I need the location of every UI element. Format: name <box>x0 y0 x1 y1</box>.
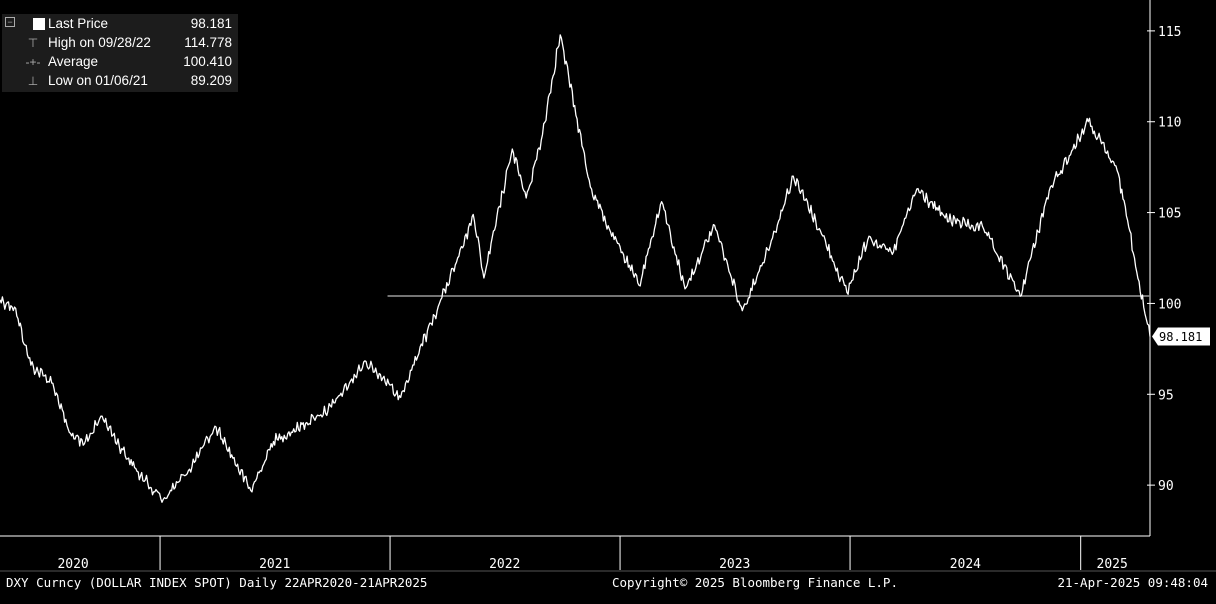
legend-row-high: ⊤ High on 09/28/22 114.778 <box>2 34 238 52</box>
last-price-marker: 98.181 <box>1152 327 1210 346</box>
x-tick-label: 2023 <box>719 557 750 572</box>
footer-timestamp: 21-Apr-2025 09:48:04 <box>1057 575 1208 590</box>
average-marker-icon: -+- <box>25 55 41 69</box>
y-tick-label: 100 <box>1158 297 1181 312</box>
legend-low-label: Low on 01/06/21 <box>48 73 148 88</box>
y-tick-label: 105 <box>1158 207 1181 222</box>
x-tick-label: 2021 <box>259 557 290 572</box>
y-tick-label: 115 <box>1158 25 1181 40</box>
x-axis: 2020 2021 2022 2023 2024 2025 <box>57 536 1128 572</box>
last-price-box <box>1152 327 1210 346</box>
legend-last-value: 98.181 <box>190 16 232 31</box>
last-price-value: 98.181 <box>1159 330 1202 344</box>
x-tick-label: 2025 <box>1097 557 1128 572</box>
axes <box>0 0 1216 572</box>
x-tick-label: 2020 <box>57 557 88 572</box>
y-ticks: 90 95 100 105 110 115 <box>1147 25 1181 494</box>
x-tick-label: 2022 <box>489 557 520 572</box>
legend-row-last: Last Price 98.181 <box>2 15 238 33</box>
footer-ticker: DXY Curncy (DOLLAR INDEX SPOT) Daily 22A… <box>6 575 428 590</box>
y-tick-label: 110 <box>1158 116 1181 131</box>
legend-average-value: 100.410 <box>183 54 232 69</box>
low-marker-icon: ⊥ <box>27 74 39 88</box>
footer-copyright: Copyright© 2025 Bloomberg Finance L.P. <box>612 575 898 590</box>
y-tick-label: 95 <box>1158 388 1174 403</box>
high-marker-icon: ⊤ <box>27 36 39 50</box>
legend-low-value: 89.209 <box>190 73 232 88</box>
legend-panel: − Last Price 98.181 ⊤ High on 09/28/22 1… <box>2 14 238 92</box>
legend-average-label: Average <box>48 54 99 69</box>
price-line <box>0 34 1151 503</box>
legend-last-label: Last Price <box>48 16 109 31</box>
collapse-icon[interactable]: − <box>5 17 15 27</box>
legend-row-average: -+- Average 100.410 <box>2 53 238 71</box>
legend-high-label: High on 09/28/22 <box>48 35 151 50</box>
legend-row-low: ⊥ Low on 01/06/21 89.209 <box>2 72 238 90</box>
white-square-icon <box>33 18 45 30</box>
x-tick-label: 2024 <box>950 557 981 572</box>
legend-high-value: 114.778 <box>184 35 232 50</box>
y-tick-label: 90 <box>1158 479 1174 494</box>
